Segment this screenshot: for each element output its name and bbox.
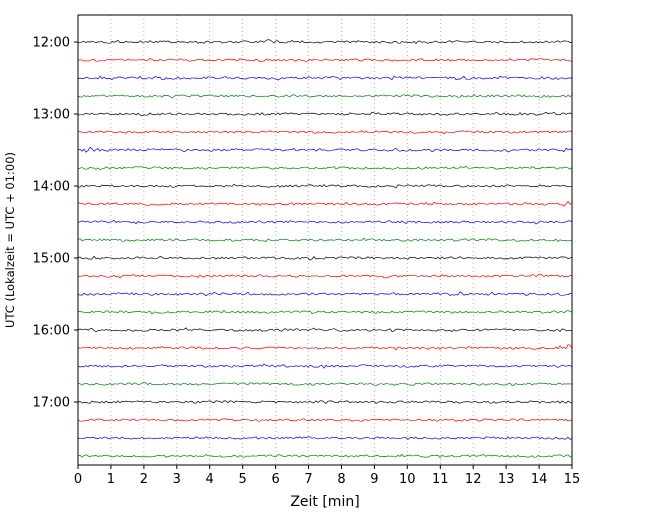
- x-tick-label: 5: [239, 472, 247, 487]
- y-tick-label: 12:00: [33, 36, 70, 51]
- x-tick-label: 0: [74, 472, 82, 487]
- trace-1245: [77, 93, 573, 99]
- x-axis-ticks: 0 1 2 3 4 5 6 7 8 9 10 11 12 13 14 15: [74, 465, 580, 487]
- trace-1615: [77, 344, 573, 351]
- trace-1415: [77, 200, 573, 207]
- x-tick-label: 11: [432, 472, 449, 487]
- trace-1545: [78, 309, 573, 315]
- trace-1530: [78, 291, 573, 297]
- x-tick-label: 9: [370, 472, 378, 487]
- trace-1230: [77, 75, 573, 81]
- x-axis-label: Zeit [min]: [290, 494, 359, 510]
- x-tick-label: 14: [531, 472, 548, 487]
- trace-1215: [77, 57, 573, 63]
- trace-1500: [77, 255, 573, 261]
- trace-1700: [77, 400, 573, 404]
- trace-1400: [77, 183, 572, 189]
- x-tick-label: 15: [564, 472, 581, 487]
- y-axis-ticks: 12:00 13:00 14:00 15:00 16:00 17:00: [33, 36, 78, 411]
- x-tick-label: 12: [465, 472, 482, 487]
- trace-1515: [77, 273, 573, 279]
- x-tick-label: 1: [107, 472, 115, 487]
- x-tick-label: 6: [271, 472, 279, 487]
- x-tick-label: 3: [173, 472, 181, 487]
- y-tick-label: 17:00: [33, 396, 70, 411]
- trace-1745: [77, 453, 572, 459]
- y-axis-label: UTC (Lokalzeit = UTC + 01:00): [3, 152, 17, 328]
- y-tick-label: 16:00: [33, 324, 70, 339]
- trace-1345: [77, 165, 573, 171]
- trace-1300: [77, 111, 573, 117]
- trace-1200: [77, 39, 572, 45]
- trace-1715: [77, 418, 573, 422]
- y-tick-label: 14:00: [33, 180, 70, 195]
- seismogram-traces: [77, 39, 573, 459]
- trace-1600: [77, 327, 573, 333]
- trace-1730: [77, 436, 573, 440]
- trace-1445: [77, 237, 573, 243]
- trace-1330: [77, 146, 573, 153]
- x-tick-label: 13: [498, 472, 515, 487]
- x-tick-label: 2: [140, 472, 148, 487]
- x-tick-label: 7: [304, 472, 312, 487]
- trace-1315: [77, 130, 573, 135]
- trace-1630: [77, 363, 573, 369]
- plot-border: [77, 14, 573, 466]
- y-tick-label: 15:00: [33, 252, 70, 267]
- trace-1645: [77, 381, 573, 387]
- x-tick-label: 8: [337, 472, 345, 487]
- y-tick-label: 13:00: [33, 108, 70, 123]
- trace-1430: [77, 219, 573, 225]
- x-tick-label: 4: [206, 472, 214, 487]
- x-tick-label: 10: [399, 472, 416, 487]
